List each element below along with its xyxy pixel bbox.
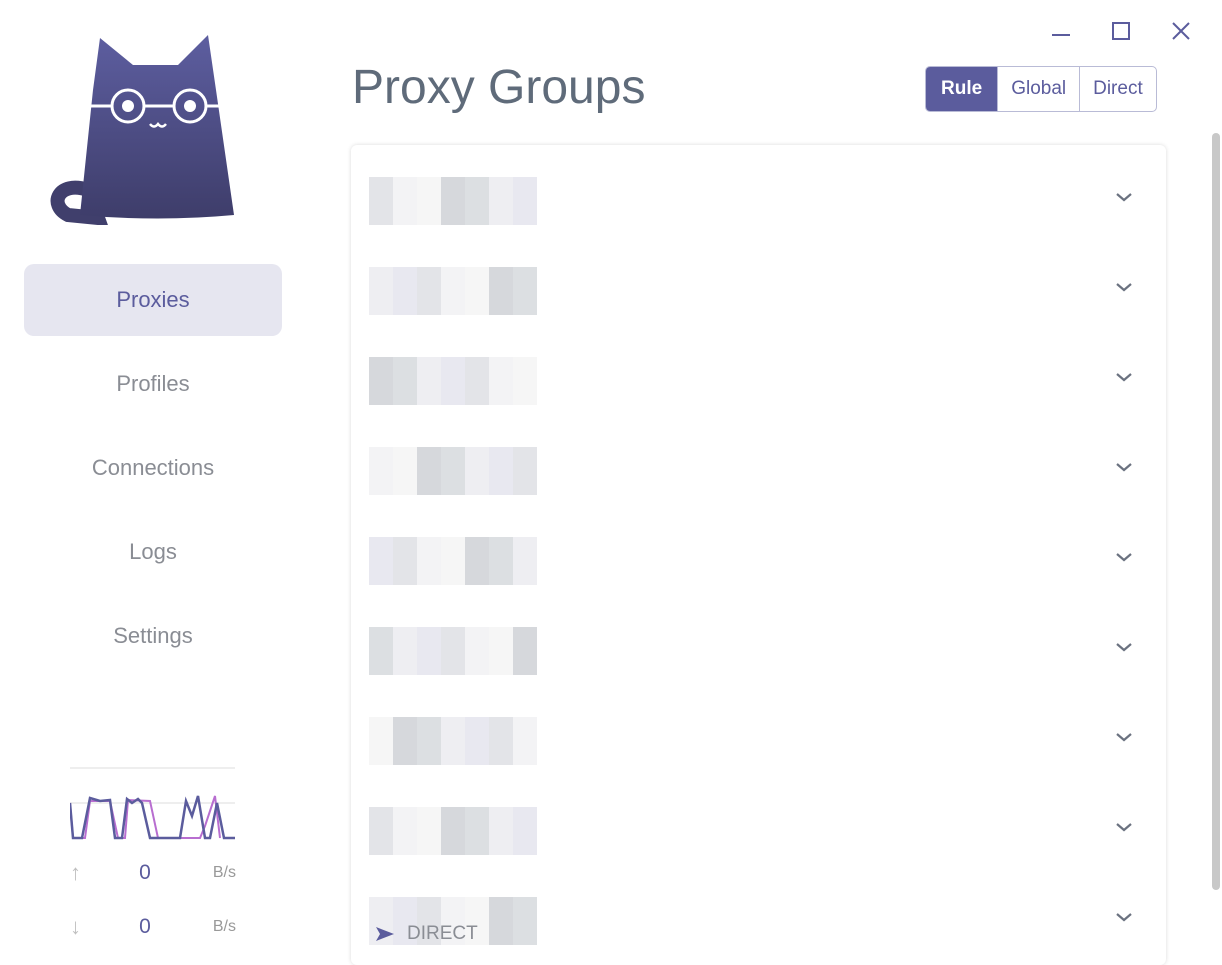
chevron-down-icon[interactable]	[1112, 275, 1136, 299]
chevron-down-icon[interactable]	[1112, 185, 1136, 209]
sidebar-item-connections[interactable]: Connections	[91, 455, 215, 480]
proxy-group-item[interactable]	[351, 785, 1166, 875]
proxy-group-item[interactable]	[351, 875, 1166, 965]
mode-global-button[interactable]: Global	[997, 67, 1079, 111]
proxy-groups-list: DIRECT	[351, 145, 1166, 965]
close-icon	[1172, 22, 1190, 40]
traffic-graph	[70, 767, 235, 840]
maximize-button[interactable]	[1106, 16, 1136, 46]
mode-switch: Rule Global Direct	[925, 66, 1157, 112]
proxy-group-item[interactable]	[351, 335, 1166, 425]
maximize-icon	[1112, 22, 1130, 40]
proxy-group-item[interactable]	[351, 245, 1166, 335]
chevron-down-icon[interactable]	[1112, 455, 1136, 479]
proxy-group-item[interactable]	[351, 425, 1166, 515]
proxy-group-item[interactable]	[351, 695, 1166, 785]
upload-line	[70, 795, 235, 840]
sidebar-item-proxies[interactable]: Proxies	[24, 264, 282, 336]
upload-speed: ↑ 0 B/s	[70, 860, 236, 885]
redacted-group-name	[369, 357, 537, 405]
cat-logo	[50, 35, 234, 225]
proxy-group-item[interactable]	[351, 605, 1166, 695]
redacted-group-name	[369, 447, 537, 495]
send-icon	[376, 927, 394, 941]
scrollbar[interactable]	[1212, 133, 1220, 890]
mode-direct-button[interactable]: Direct	[1079, 67, 1156, 111]
download-speed: ↓ 0 B/s	[70, 914, 236, 939]
arrow-down-icon: ↓	[70, 914, 81, 939]
redacted-group-name	[369, 627, 537, 675]
sidebar: Proxies Profiles Connections Logs Settings ↑…	[0, 0, 305, 956]
redacted-group-name	[369, 267, 537, 315]
redacted-group-name	[369, 897, 537, 945]
proxy-group-item[interactable]	[351, 515, 1166, 605]
minimize-button[interactable]	[1046, 16, 1076, 46]
mode-rule-button[interactable]: Rule	[926, 67, 998, 111]
chevron-down-icon[interactable]	[1112, 545, 1136, 569]
sidebar-item-logs[interactable]: Logs	[129, 539, 177, 564]
chevron-down-icon[interactable]	[1112, 725, 1136, 749]
sidebar-item-profiles[interactable]: Profiles	[116, 371, 190, 396]
proxy-group-item[interactable]	[351, 155, 1166, 245]
redacted-group-name	[369, 537, 537, 585]
minimize-icon	[1052, 34, 1070, 36]
chevron-down-icon[interactable]	[1112, 815, 1136, 839]
arrow-up-icon: ↑	[70, 860, 81, 885]
chevron-down-icon[interactable]	[1112, 365, 1136, 389]
close-button[interactable]	[1166, 16, 1196, 46]
redacted-group-name	[369, 807, 537, 855]
redacted-group-name	[369, 177, 537, 225]
redacted-group-name	[369, 717, 537, 765]
sidebar-item-settings[interactable]: Settings	[113, 623, 193, 648]
page-title: Proxy Groups	[352, 61, 646, 114]
chevron-down-icon[interactable]	[1112, 635, 1136, 659]
group-now-proxy: DIRECT	[375, 923, 478, 945]
chevron-down-icon[interactable]	[1112, 905, 1136, 929]
